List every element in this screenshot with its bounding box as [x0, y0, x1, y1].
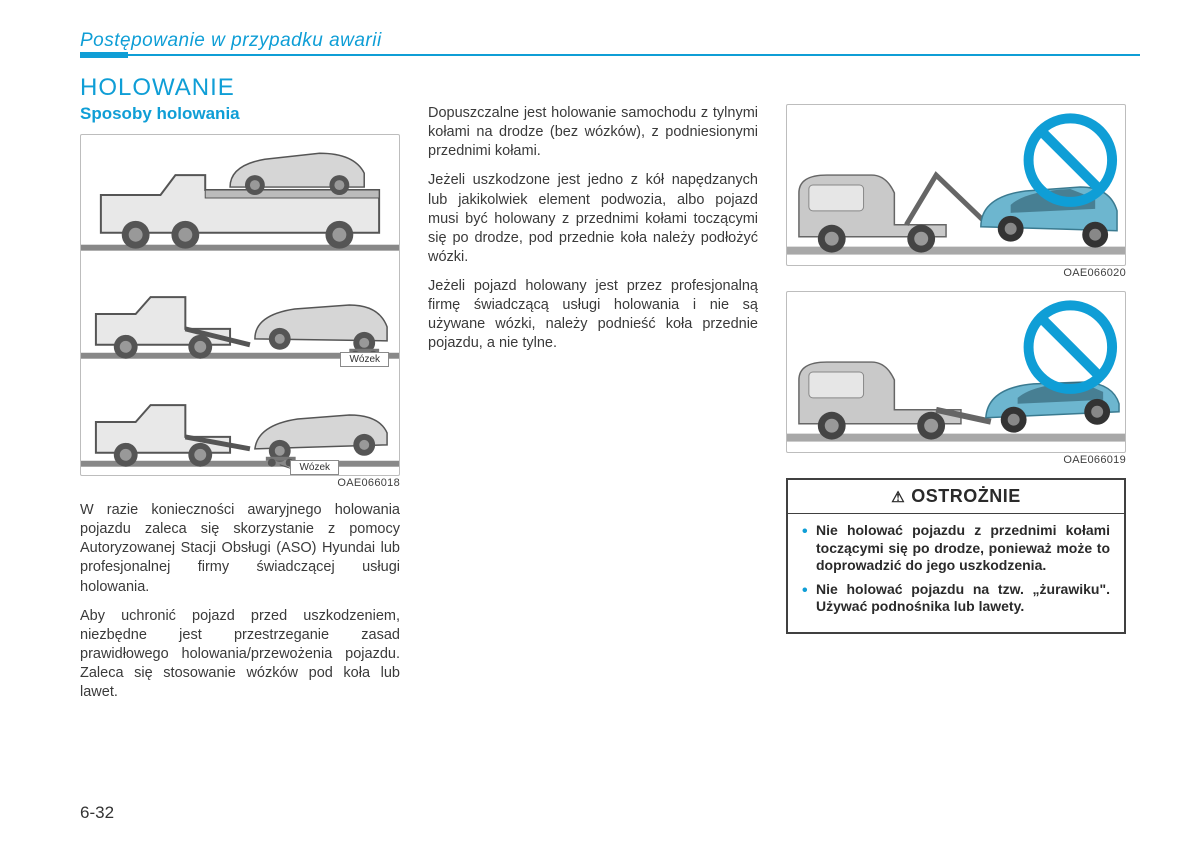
page-title: HOLOWANIE — [80, 74, 1140, 102]
col2-paragraph-3: Jeżeli pojazd holowany jest przez profes… — [428, 277, 758, 354]
col1-paragraph-1: W razie konieczności awaryjnego holowani… — [80, 501, 400, 597]
caution-box: ⚠ OSTROŻNIE Nie holować pojazdu z przedni… — [786, 478, 1126, 634]
caution-title: OSTROŻNIE — [911, 486, 1021, 506]
header-rule — [80, 54, 1140, 56]
flatbed-diagram — [81, 135, 399, 259]
column-1: Sposoby holowania — [80, 104, 400, 712]
col2-paragraph-2: Jeżeli uszkodzone jest jedno z kół napęd… — [428, 171, 758, 267]
towing-methods-figure: Wózek Wóze — [80, 134, 400, 476]
figure-ref-1: OAE066018 — [80, 477, 400, 489]
caution-body: Nie holować pojazdu z przednimi kołami t… — [788, 514, 1124, 632]
dolly-label-2: Wózek — [290, 460, 339, 475]
front-lift-dolly-diagram — [81, 259, 399, 367]
rear-lift-dolly-diagram — [81, 367, 399, 475]
column-2: Dopuszczalne jest holowanie samochodu z … — [428, 104, 758, 712]
figure-ref-2: OAE066020 — [786, 267, 1126, 279]
wheel-lift-front-down-diagram — [787, 292, 1125, 452]
warning-icon: ⚠ — [891, 489, 905, 506]
caution-item: Nie holować pojazdu na tzw. „żurawiku". … — [802, 581, 1110, 616]
figure-ref-3: OAE066019 — [786, 454, 1126, 466]
caution-header: ⚠ OSTROŻNIE — [788, 480, 1124, 514]
content-columns: Sposoby holowania — [80, 104, 1140, 712]
caution-item: Nie holować pojazdu z przednimi kołami t… — [802, 522, 1110, 575]
dolly-label-1: Wózek — [340, 352, 389, 367]
column-3: OAE066020 — [786, 104, 1126, 712]
col1-paragraph-2: Aby uchronić pojazd przed uszkodzeniem, … — [80, 607, 400, 703]
page-number: 6-32 — [80, 803, 114, 823]
prohibited-towing-figure-2 — [786, 291, 1126, 453]
sling-tow-front-diagram — [787, 105, 1125, 265]
col2-paragraph-1: Dopuszczalne jest holowanie samochodu z … — [428, 104, 758, 161]
prohibited-towing-figure-1 — [786, 104, 1126, 266]
section-subtitle: Sposoby holowania — [80, 104, 400, 124]
chapter-title: Postępowanie w przypadku awarii — [80, 30, 1140, 52]
